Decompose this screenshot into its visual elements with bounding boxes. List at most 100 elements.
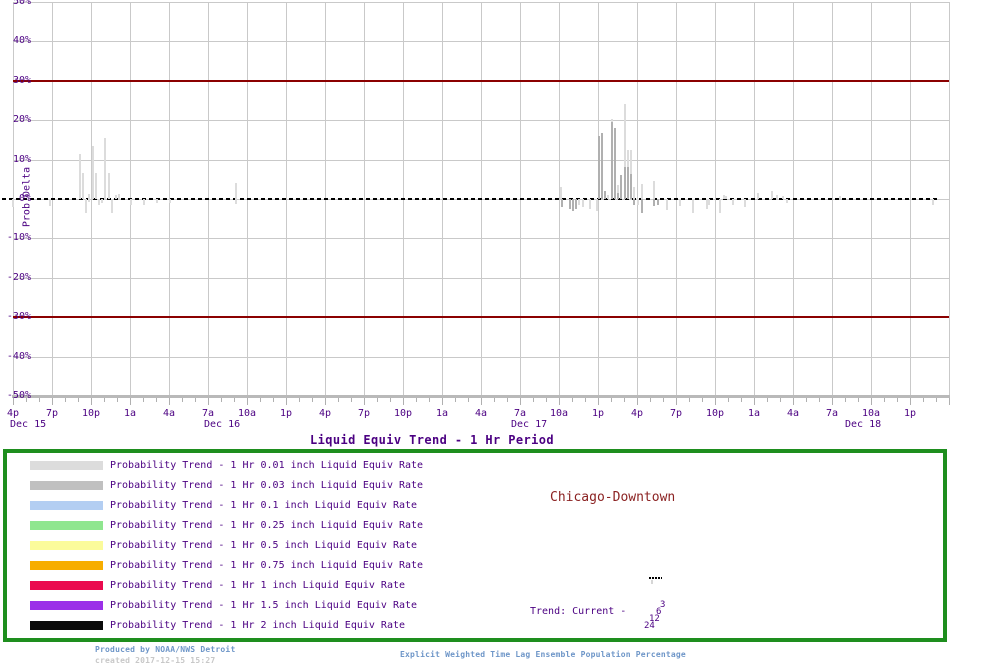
legend-label: Probability Trend - 1 Hr 2 inch Liquid E… [110, 620, 406, 631]
x-tick [208, 398, 209, 405]
prob-bar [637, 199, 639, 205]
x-gridline [949, 2, 950, 397]
x-date-label: Dec 16 [204, 419, 241, 430]
y-axis-title: Prob Delta [21, 166, 33, 228]
y-tick-label: 40% [12, 35, 31, 47]
legend-row: Probability Trend - 1 Hr 0.03 inch Liqui… [7, 480, 935, 501]
x-tick [39, 398, 40, 402]
station-label: Chicago-Downtown [550, 490, 676, 505]
prob-bar [614, 127, 616, 199]
x-tick [624, 398, 625, 402]
x-tick-label: 7p [45, 408, 59, 419]
x-tick [52, 398, 53, 405]
prob-bar [719, 199, 721, 213]
prob-bar [633, 187, 635, 199]
legend-label: Probability Trend - 1 Hr 0.01 inch Liqui… [110, 460, 424, 471]
x-tick-label: 4a [162, 408, 176, 419]
y-gridline [13, 2, 949, 3]
y-gridline [13, 277, 949, 279]
y-tick-label: 50% [12, 0, 31, 7]
x-tick-label: 10p [705, 408, 725, 419]
x-tick-label: 1p [903, 408, 917, 419]
legend-label: Probability Trend - 1 Hr 0.1 inch Liquid… [110, 500, 418, 511]
prob-bar [611, 121, 613, 199]
current-trend-dash-icon [649, 577, 662, 579]
x-tick [390, 398, 391, 402]
x-tick-label: 10a [549, 408, 569, 419]
prob-bar [589, 199, 591, 209]
x-tick [832, 398, 833, 405]
x-tick-label: 4p [6, 408, 20, 419]
x-tick-label: 1a [123, 408, 137, 419]
x-tick [273, 398, 274, 402]
x-tick [286, 398, 287, 405]
x-tick [455, 398, 456, 402]
x-tick [663, 398, 664, 402]
prob-bar [706, 199, 708, 209]
legend-row: Probability Trend - 1 Hr 1 inch Liquid E… [7, 580, 935, 601]
current-trend-tick-icon [651, 580, 653, 584]
y-tick-label: -20% [6, 271, 31, 283]
prob-bar [771, 191, 773, 199]
x-tick [351, 398, 352, 402]
trend-lag-label: 12 [649, 614, 660, 624]
y-gridline [13, 356, 949, 358]
x-tick [104, 398, 105, 402]
x-tick [117, 398, 118, 402]
prob-bar [12, 199, 14, 207]
prob-bar [79, 153, 81, 199]
prob-bar [641, 184, 643, 199]
y-tick-label: 20% [12, 114, 31, 126]
trend-lag-label: 24 [644, 621, 655, 631]
x-tick [871, 398, 872, 405]
trend-lag-label: 6 [656, 607, 662, 617]
legend-label: Probability Trend - 1 Hr 1 inch Liquid E… [110, 580, 406, 591]
x-tick [910, 398, 911, 405]
legend-row: Probability Trend - 1 Hr 0.5 inch Liquid… [7, 540, 935, 561]
prob-bar [617, 193, 619, 199]
prob-bar [757, 193, 759, 199]
footer-created-timestamp: created 2017-12-15 15:27 [95, 656, 216, 665]
prob-bar [839, 195, 841, 199]
x-tick [182, 398, 183, 402]
prob-bar [692, 199, 694, 213]
trend-current-label: Trend: Current - [530, 606, 627, 617]
x-tick [234, 398, 235, 402]
x-tick [130, 398, 131, 405]
x-tick-label: 4p [630, 408, 644, 419]
x-tick [312, 398, 313, 402]
legend-label: Probability Trend - 1 Hr 0.5 inch Liquid… [110, 540, 418, 551]
zero-line [2, 198, 937, 200]
x-tick-label: 10p [81, 408, 101, 419]
y-tick-label: -50% [6, 390, 31, 401]
x-tick-label: 10a [861, 408, 881, 419]
prob-bar [118, 193, 120, 199]
x-tick-label: 7p [669, 408, 683, 419]
plot-area: 4p 7p 10p 1a 4a 7a 10a 1p 4p 7p 10p 1a 4a 7a 10a 1p 4p 7p… [2, 0, 950, 430]
x-tick [533, 398, 534, 402]
x-tick [494, 398, 495, 402]
y-tick-label: -40% [6, 350, 31, 362]
x-tick [650, 398, 651, 402]
prob-bar [88, 194, 90, 203]
prob-bar [130, 199, 132, 205]
legend-swatch [30, 501, 103, 510]
x-tick [403, 398, 404, 405]
y-tick-label: -10% [6, 232, 31, 244]
x-tick [260, 398, 261, 402]
legend-label: Probability Trend - 1 Hr 0.75 inch Liqui… [110, 560, 424, 571]
x-tick [325, 398, 326, 405]
x-tick [780, 398, 781, 402]
x-tick [338, 398, 339, 402]
legend-box: Probability Trend - 1 Hr 0.01 inch Liqui… [3, 449, 947, 642]
x-tick [416, 398, 417, 402]
trend-lag-label: 3 [660, 600, 666, 610]
x-tick [429, 398, 430, 402]
prob-bar [666, 199, 668, 210]
x-tick [949, 398, 950, 405]
prob-bar [744, 199, 746, 207]
x-tick [26, 398, 27, 402]
prob-bar [575, 199, 577, 209]
prob-bar [653, 181, 655, 199]
footer-method-label: Explicit Weighted Time Lag Ensemble Popu… [400, 650, 686, 659]
